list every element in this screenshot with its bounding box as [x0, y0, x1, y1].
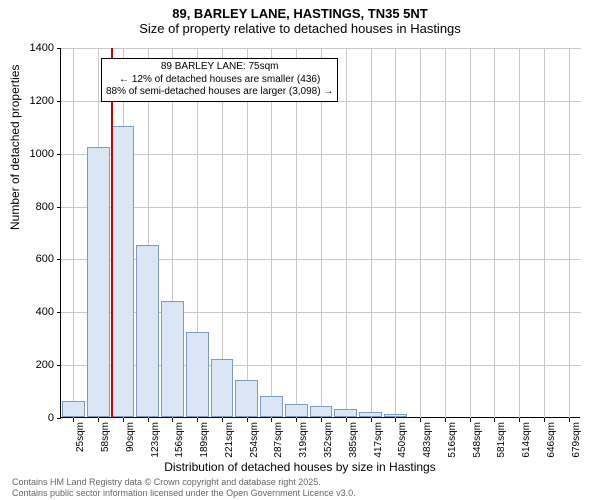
- gridline-v: [445, 48, 446, 418]
- gridline-v: [271, 48, 272, 418]
- xtick-mark: [222, 418, 223, 422]
- x-axis-label: Distribution of detached houses by size …: [0, 460, 600, 474]
- xtick-label: 156sqm: [174, 422, 185, 462]
- histogram-bar: [334, 409, 357, 417]
- histogram-bar: [310, 406, 333, 417]
- histogram-bar: [211, 359, 234, 417]
- annotation-line: 88% of semi-detached houses are larger (…: [106, 86, 333, 99]
- xtick-label: 319sqm: [298, 422, 309, 462]
- xtick-label: 614sqm: [521, 422, 532, 462]
- gridline-v: [73, 48, 74, 418]
- xtick-label: 385sqm: [348, 422, 359, 462]
- histogram-bar: [161, 301, 184, 417]
- footer-line-2: Contains public sector information licen…: [12, 488, 356, 498]
- gridline-v: [470, 48, 471, 418]
- title-line-2: Size of property relative to detached ho…: [0, 21, 600, 36]
- ytick-mark: [57, 312, 61, 313]
- ytick-mark: [57, 154, 61, 155]
- histogram-bar: [235, 380, 258, 417]
- xtick-mark: [445, 418, 446, 422]
- ytick-label: 400: [0, 306, 54, 318]
- ytick-label: 600: [0, 253, 54, 265]
- xtick-label: 581sqm: [496, 422, 507, 462]
- xtick-label: 25sqm: [75, 422, 86, 462]
- xtick-label: 58sqm: [100, 422, 111, 462]
- xtick-label: 352sqm: [323, 422, 334, 462]
- histogram-bar: [384, 414, 407, 417]
- ytick-mark: [57, 259, 61, 260]
- xtick-mark: [470, 418, 471, 422]
- gridline-v: [544, 48, 545, 418]
- ytick-label: 1400: [0, 42, 54, 54]
- histogram-bar: [87, 147, 110, 417]
- xtick-mark: [123, 418, 124, 422]
- xtick-label: 516sqm: [447, 422, 458, 462]
- xtick-label: 90sqm: [125, 422, 136, 462]
- histogram-bar: [186, 332, 209, 417]
- xtick-label: 679sqm: [571, 422, 582, 462]
- histogram-bar: [359, 412, 382, 417]
- xtick-mark: [569, 418, 570, 422]
- ytick-mark: [57, 365, 61, 366]
- xtick-label: 483sqm: [422, 422, 433, 462]
- xtick-mark: [98, 418, 99, 422]
- ytick-mark: [57, 101, 61, 102]
- histogram-bar: [112, 126, 135, 417]
- gridline-v: [519, 48, 520, 418]
- xtick-label: 221sqm: [224, 422, 235, 462]
- gridline-v: [247, 48, 248, 418]
- gridline-v: [569, 48, 570, 418]
- xtick-mark: [321, 418, 322, 422]
- xtick-mark: [346, 418, 347, 422]
- xtick-label: 189sqm: [199, 422, 210, 462]
- marker-line: [111, 48, 113, 418]
- title-line-1: 89, BARLEY LANE, HASTINGS, TN35 5NT: [0, 6, 600, 21]
- annotation-line: ← 12% of detached houses are smaller (43…: [106, 74, 333, 87]
- gridline-v: [296, 48, 297, 418]
- ytick-mark: [57, 48, 61, 49]
- histogram-bar: [62, 401, 85, 417]
- xtick-mark: [371, 418, 372, 422]
- annotation-line: 89 BARLEY LANE: 75sqm: [106, 61, 333, 74]
- gridline-v: [395, 48, 396, 418]
- xtick-mark: [148, 418, 149, 422]
- ytick-label: 1000: [0, 148, 54, 160]
- annotation-box: 89 BARLEY LANE: 75sqm← 12% of detached h…: [101, 58, 338, 102]
- gridline-v: [346, 48, 347, 418]
- ytick-label: 0: [0, 412, 54, 424]
- xtick-label: 287sqm: [273, 422, 284, 462]
- ytick-label: 800: [0, 201, 54, 213]
- xtick-mark: [544, 418, 545, 422]
- plot-region: 25sqm58sqm90sqm123sqm156sqm189sqm221sqm2…: [60, 48, 580, 418]
- ytick-label: 1200: [0, 95, 54, 107]
- histogram-bar: [136, 245, 159, 417]
- xtick-label: 417sqm: [373, 422, 384, 462]
- footer-line-1: Contains HM Land Registry data © Crown c…: [12, 477, 356, 487]
- gridline-v: [371, 48, 372, 418]
- xtick-label: 123sqm: [150, 422, 161, 462]
- ytick-label: 200: [0, 359, 54, 371]
- chart-title-block: 89, BARLEY LANE, HASTINGS, TN35 5NT Size…: [0, 0, 600, 36]
- xtick-mark: [247, 418, 248, 422]
- ytick-mark: [57, 207, 61, 208]
- xtick-mark: [420, 418, 421, 422]
- histogram-bar: [260, 396, 283, 417]
- gridline-v: [321, 48, 322, 418]
- ytick-mark: [57, 418, 61, 419]
- gridline-v: [494, 48, 495, 418]
- xtick-mark: [519, 418, 520, 422]
- chart-area: 25sqm58sqm90sqm123sqm156sqm189sqm221sqm2…: [60, 48, 580, 418]
- xtick-label: 254sqm: [249, 422, 260, 462]
- xtick-label: 548sqm: [472, 422, 483, 462]
- gridline-v: [420, 48, 421, 418]
- histogram-bar: [285, 404, 308, 417]
- xtick-label: 450sqm: [397, 422, 408, 462]
- xtick-label: 646sqm: [546, 422, 557, 462]
- footer-attribution: Contains HM Land Registry data © Crown c…: [12, 477, 356, 498]
